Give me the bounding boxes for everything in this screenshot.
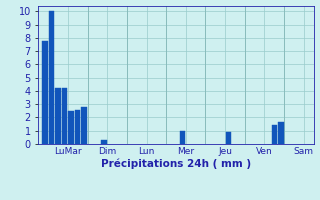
Bar bbox=[271, 125, 277, 144]
Bar bbox=[226, 132, 231, 144]
Bar bbox=[55, 88, 61, 144]
Bar bbox=[49, 11, 54, 144]
X-axis label: Précipitations 24h ( mm ): Précipitations 24h ( mm ) bbox=[101, 159, 251, 169]
Bar bbox=[62, 88, 68, 144]
Bar bbox=[180, 131, 185, 144]
Bar bbox=[278, 122, 284, 144]
Bar bbox=[101, 140, 107, 144]
Bar bbox=[82, 107, 87, 144]
Bar bbox=[75, 110, 81, 144]
Bar bbox=[42, 40, 48, 144]
Bar bbox=[68, 111, 74, 144]
